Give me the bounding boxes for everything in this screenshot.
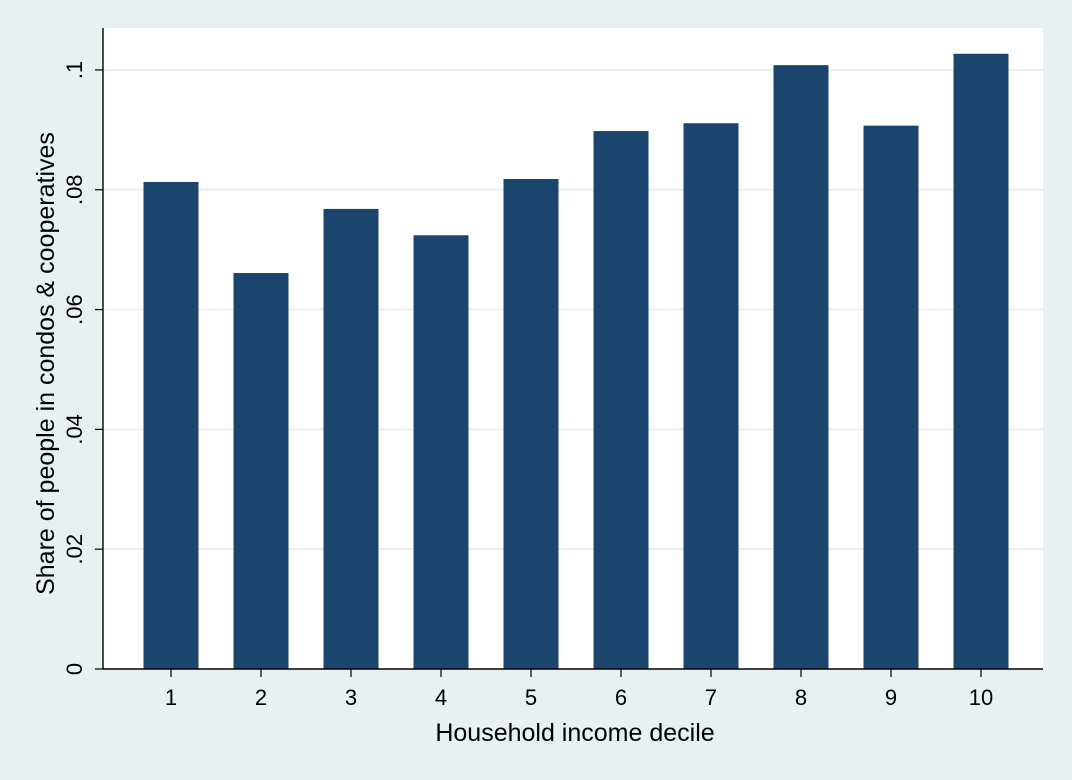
x-tick-label: 6 bbox=[615, 685, 627, 710]
bar-decile-5 bbox=[503, 178, 559, 670]
bar-decile-4 bbox=[413, 235, 469, 669]
bar-decile-6 bbox=[593, 131, 649, 669]
bar-decile-2 bbox=[233, 273, 289, 669]
x-tick-label: 2 bbox=[255, 685, 267, 710]
bar-decile-10 bbox=[953, 53, 1009, 669]
bar-decile-8 bbox=[773, 65, 829, 669]
y-axis-title: Share of people in condos & cooperatives bbox=[32, 132, 60, 595]
x-tick-label: 5 bbox=[525, 685, 537, 710]
y-tick-label: .06 bbox=[62, 294, 87, 325]
y-tick-label: .04 bbox=[62, 414, 87, 445]
y-tick-label: 0 bbox=[62, 663, 87, 675]
x-tick-label: 10 bbox=[969, 685, 993, 710]
x-tick-label: 9 bbox=[885, 685, 897, 710]
x-tick-label: 4 bbox=[435, 685, 447, 710]
bar-decile-3 bbox=[323, 208, 379, 669]
x-axis-title: Household income decile bbox=[435, 719, 714, 747]
bars bbox=[143, 53, 1009, 670]
bar-decile-7 bbox=[683, 123, 739, 669]
x-tick-label: 8 bbox=[795, 685, 807, 710]
y-axis-ticks: 0 .02 .04 .06 .08 .1 bbox=[62, 61, 103, 675]
y-tick-label: .02 bbox=[62, 534, 87, 565]
y-tick-label: .1 bbox=[62, 61, 87, 79]
x-tick-label: 1 bbox=[165, 685, 177, 710]
bar-decile-1 bbox=[143, 181, 199, 669]
x-tick-label: 3 bbox=[345, 685, 357, 710]
bar-decile-9 bbox=[863, 125, 919, 670]
axes bbox=[102, 28, 1043, 670]
x-axis-ticks: 1 2 3 4 5 6 7 8 9 10 bbox=[165, 669, 993, 710]
y-tick-label: .08 bbox=[62, 174, 87, 205]
x-tick-label: 7 bbox=[705, 685, 717, 710]
